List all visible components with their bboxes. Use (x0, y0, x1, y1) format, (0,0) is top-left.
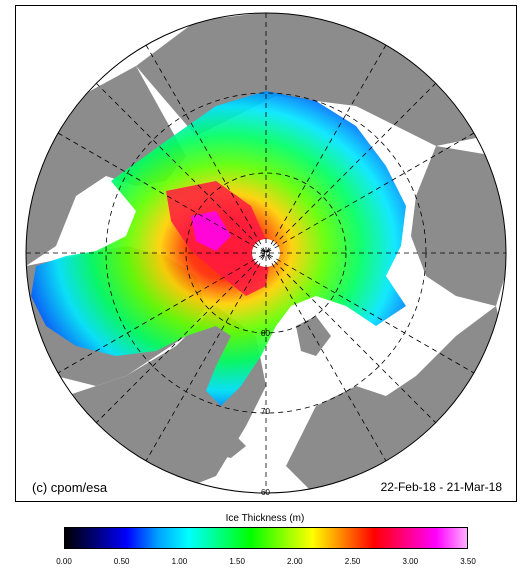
copyright-credit: (c) cpom/esa (32, 480, 108, 495)
tick-label-6: 3.00 (402, 557, 419, 566)
pole-hole (252, 239, 280, 267)
legend-title: Ice Thickness (m) (225, 513, 305, 524)
tick-label-1: 0.50 (113, 557, 130, 566)
latitude-label-60: 60 (261, 488, 270, 497)
tick-label-4: 2.00 (287, 557, 303, 566)
latitude-label-70: 70 (261, 407, 270, 416)
date-range: 22-Feb-18 - 21-Mar-18 (380, 480, 502, 494)
tick-label-3: 1.50 (229, 557, 245, 566)
arctic-ice-map: 90 80 70 60 (25, 12, 507, 497)
land-eurasia-east (411, 146, 506, 306)
map-frame: 90 80 70 60 (c) cpom/esa 22-Feb-18 - 21-… (15, 5, 517, 502)
tick-label-7: 3.50 (460, 557, 476, 566)
tick-label-0: 0.00 (56, 557, 72, 566)
latitude-label-90: 90 (261, 249, 270, 258)
latitude-label-80: 80 (261, 329, 270, 338)
map-disk-outline (25, 12, 507, 494)
tick-label-5: 2.50 (344, 557, 361, 566)
land-iceland (206, 431, 246, 458)
color-scale-ticks: 0.00 0.50 1.00 1.50 2.00 2.50 3.00 3.50 (56, 557, 476, 571)
meridian-grid (26, 13, 506, 493)
tick-label-2: 1.00 (171, 557, 188, 566)
color-scale-bar (64, 527, 468, 549)
thickest-ice-patch (191, 211, 231, 251)
